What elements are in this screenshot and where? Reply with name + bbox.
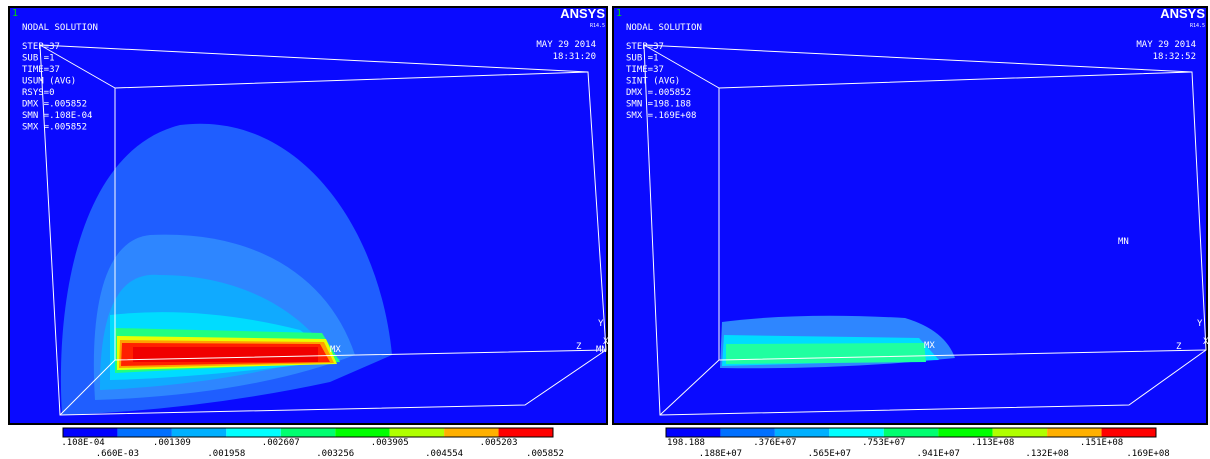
legend-swatch xyxy=(992,428,1048,437)
legend-swatch xyxy=(829,428,884,437)
info-line: SMX =.005852 xyxy=(22,123,87,133)
legend-swatch xyxy=(666,428,721,437)
info-line: SUB =1 xyxy=(22,54,55,64)
contour xyxy=(726,343,926,364)
window-number: 1 xyxy=(616,8,622,19)
legend-label: .151E+08 xyxy=(1080,438,1123,448)
legend-swatch xyxy=(63,428,118,437)
legend-label: .113E+08 xyxy=(971,438,1014,448)
legend-label: .108E-04 xyxy=(61,438,104,448)
legend-swatch xyxy=(171,428,227,437)
info-line: STEP=37 xyxy=(22,42,60,52)
legend-swatch xyxy=(1047,428,1102,437)
version: R14.5 xyxy=(1190,23,1205,29)
legend-label: .132E+08 xyxy=(1025,449,1068,459)
legend-label: .003905 xyxy=(371,438,409,448)
wireframe xyxy=(39,44,607,416)
axis-z: Z xyxy=(576,342,582,352)
time: 18:32:52 xyxy=(1153,52,1196,62)
legend-swatch xyxy=(498,428,553,437)
legend-swatch xyxy=(280,428,336,437)
max-label: MX xyxy=(924,341,935,351)
legend-swatch xyxy=(226,428,281,437)
legend-swatch xyxy=(1101,428,1156,437)
legend-label: .004554 xyxy=(425,449,463,459)
legend-label: .005852 xyxy=(526,449,564,459)
legend-label: .188E+07 xyxy=(699,449,742,459)
info-line: TIME=37 xyxy=(626,65,664,75)
min-label: MN xyxy=(596,345,607,355)
axis-x: X xyxy=(1203,337,1209,347)
legend-swatch xyxy=(444,428,499,437)
legend-label: .753E+07 xyxy=(862,438,905,448)
logo: ANSYS xyxy=(560,6,605,21)
legend-label: .005203 xyxy=(480,438,518,448)
wireframe xyxy=(643,44,1207,416)
time: 18:31:20 xyxy=(553,52,596,62)
panel: 1 ANSYS R14.5 NODAL SOLUTION STEP=37 SUB =1TI… xyxy=(8,6,609,459)
legend-label: .169E+08 xyxy=(1126,449,1169,459)
contour xyxy=(133,347,318,362)
legend-swatch xyxy=(774,428,830,437)
info-line: SINT (AVG) xyxy=(626,77,680,87)
panel: 1 ANSYS R14.5 NODAL SOLUTION STEP=37 SUB =1TI… xyxy=(612,6,1209,459)
legend-border xyxy=(665,427,1157,438)
legend-label: .001309 xyxy=(153,438,191,448)
legend-label: .941E+07 xyxy=(917,449,960,459)
info-line: SMN =198.188 xyxy=(626,100,691,110)
info-line: SUB =1 xyxy=(626,54,659,64)
info-line: USUM (AVG) xyxy=(22,77,76,87)
legend-label: .565E+07 xyxy=(808,449,851,459)
legend-label: .001958 xyxy=(207,449,245,459)
legend-swatch xyxy=(720,428,775,437)
legend-swatch xyxy=(938,428,993,437)
legend-label: .002607 xyxy=(262,438,300,448)
axis-y: Y xyxy=(1197,319,1203,329)
info-line: DMX =.005852 xyxy=(22,100,87,110)
legend-swatch xyxy=(883,428,939,437)
axis-x: X xyxy=(603,337,609,347)
legend-label: 198.188 xyxy=(667,438,705,448)
info-line: DMX =.005852 xyxy=(626,88,691,98)
title: NODAL SOLUTION xyxy=(22,23,98,33)
info-line: SMX =.169E+08 xyxy=(626,111,696,121)
axis-y: Y xyxy=(598,319,604,329)
window-number: 1 xyxy=(12,8,18,19)
legend-swatch xyxy=(389,428,445,437)
legend-label: .003256 xyxy=(316,449,354,459)
legend-label: .660E-03 xyxy=(96,449,139,459)
version: R14.5 xyxy=(590,23,605,29)
max-label: MX xyxy=(330,345,341,355)
date: MAY 29 2014 xyxy=(536,40,596,50)
legend-swatch xyxy=(335,428,390,437)
legend-border xyxy=(62,427,554,438)
title: NODAL SOLUTION xyxy=(626,23,702,33)
axis-z: Z xyxy=(1176,342,1182,352)
info-line: TIME=37 xyxy=(22,65,60,75)
logo: ANSYS xyxy=(1160,6,1205,21)
legend-swatch xyxy=(117,428,172,437)
date: MAY 29 2014 xyxy=(1136,40,1196,50)
info-line: SMN =.108E-04 xyxy=(22,111,92,121)
info-line: STEP=37 xyxy=(626,42,664,52)
info-line: RSYS=0 xyxy=(22,88,55,98)
min-label: MN xyxy=(1118,237,1129,247)
legend-label: .376E+07 xyxy=(753,438,796,448)
